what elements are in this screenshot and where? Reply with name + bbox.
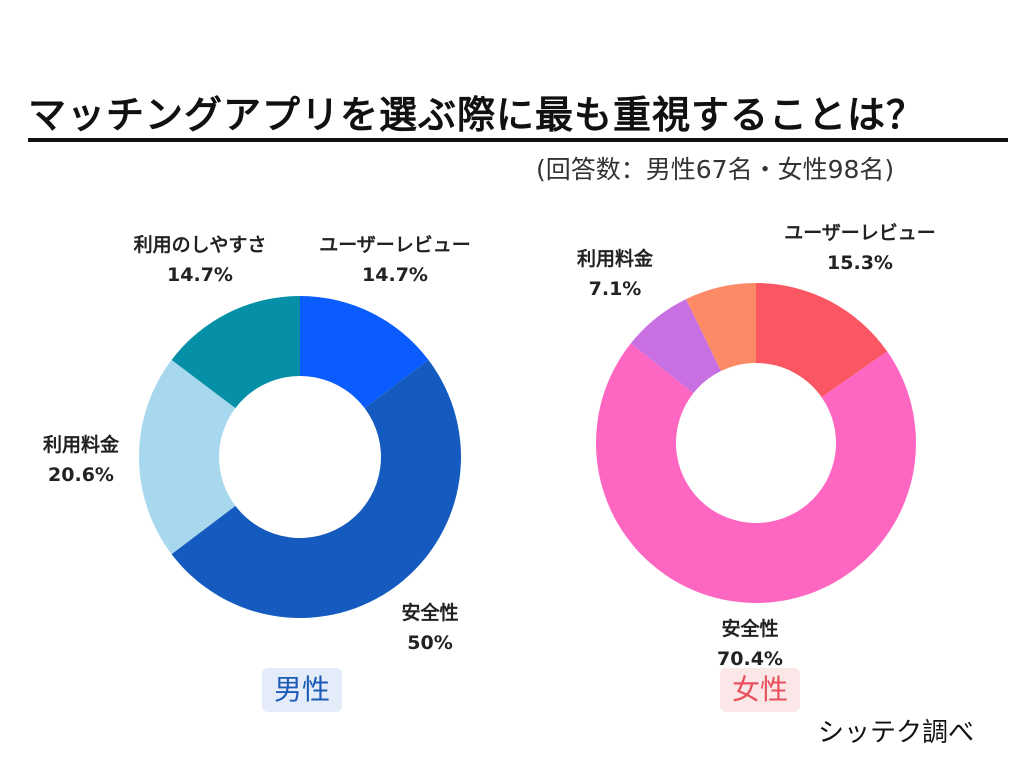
male-label-user-review-value: 14.7% xyxy=(362,264,428,286)
male-label-fee-name: 利用料金 xyxy=(42,434,119,456)
female-slice-0 xyxy=(756,283,888,398)
female-label-user-review-name: ユーザーレビュー xyxy=(784,222,936,244)
male-slice-2 xyxy=(139,359,236,555)
male-label-user-review: ユーザーレビュー 14.7% xyxy=(300,230,490,290)
respondent-count: (回答数：男性67名・女性98名) xyxy=(536,155,895,184)
female-label-fee-name: 利用料金 xyxy=(576,248,653,270)
female-donut-chart xyxy=(595,283,916,604)
female-slice-3 xyxy=(686,283,756,372)
female-label-safety-value: 70.4% xyxy=(717,648,783,670)
title-underline xyxy=(28,138,1008,142)
male-label-ease-of-use-name: 利用のしやすさ xyxy=(133,234,267,256)
female-slice-2 xyxy=(630,299,722,394)
male-label-ease-of-use-value: 14.7% xyxy=(167,264,233,286)
male-slice-3 xyxy=(171,296,300,409)
female-label-safety-name: 安全性 xyxy=(721,618,779,640)
male-label-fee: 利用料金 20.6% xyxy=(26,430,136,490)
female-label-user-review: ユーザーレビュー 15.3% xyxy=(765,218,955,278)
source-credit: シッテク調べ xyxy=(818,718,975,748)
male-label-fee-value: 20.6% xyxy=(48,464,114,486)
female-label-safety: 安全性 70.4% xyxy=(700,614,800,674)
male-label-user-review-name: ユーザーレビュー xyxy=(319,234,471,256)
male-label-safety: 安全性 50% xyxy=(380,598,480,658)
female-label-fee: 利用料金 7.1% xyxy=(560,244,670,304)
male-group-label: 男性 xyxy=(274,673,331,706)
female-label-user-review-value: 15.3% xyxy=(827,252,893,274)
female-slice-1 xyxy=(595,343,916,604)
male-label-ease-of-use: 利用のしやすさ 14.7% xyxy=(110,230,290,290)
female-label-fee-value: 7.1% xyxy=(588,278,642,300)
male-label-safety-value: 50% xyxy=(407,632,453,654)
male-slice-0 xyxy=(300,296,429,409)
male-slice-1 xyxy=(171,359,462,619)
female-group-label: 女性 xyxy=(732,673,789,706)
female-group-badge: 女性 xyxy=(720,668,801,712)
male-label-safety-name: 安全性 xyxy=(401,602,459,624)
male-group-badge: 男性 xyxy=(262,668,343,712)
male-donut-chart xyxy=(139,296,462,619)
page-title: マッチングアプリを選ぶ際に最も重視することは？ xyxy=(28,93,926,137)
